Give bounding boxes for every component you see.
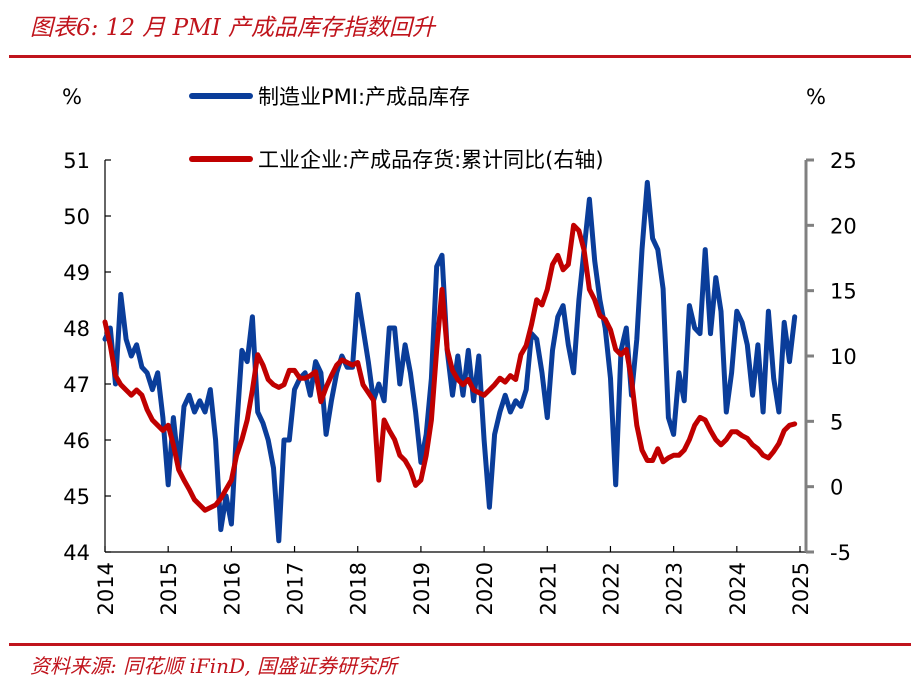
x-tick-label: 2023 (663, 562, 687, 615)
x-tick-label: 2025 (789, 562, 813, 615)
right-tick-label: 20 (830, 214, 857, 238)
source-divider (9, 643, 911, 646)
left-axis-ticks: 44 45 46 47 48 49 50 51 (63, 149, 111, 565)
left-tick-label: 44 (63, 541, 90, 565)
right-tick-label: 25 (830, 149, 857, 173)
x-tick-label: 2019 (410, 562, 434, 615)
right-tick-label: 15 (830, 280, 857, 304)
source-note: 资料来源: 同花顺 iFinD, 国盛证券研究所 (30, 654, 398, 678)
x-axis-ticks: 2014 2015 2016 2017 2018 2019 2020 2021 2022 2023… (94, 546, 813, 615)
series-line-inventory (102, 222, 798, 513)
right-tick-label: 5 (830, 410, 843, 434)
x-tick-label: 2021 (536, 562, 560, 615)
right-axis-unit: % (806, 85, 826, 109)
x-tick-label: 2018 (347, 562, 371, 615)
left-tick-label: 50 (63, 205, 90, 229)
x-tick-label: 2022 (599, 562, 623, 615)
x-tick-label: 2020 (473, 562, 497, 615)
left-tick-label: 46 (63, 429, 90, 453)
right-tick-label: -5 (830, 541, 851, 565)
x-tick-label: 2016 (220, 562, 244, 615)
figure-title: 图表6: 12 月 PMI 产成品库存指数回升 (30, 15, 436, 41)
right-tick-label: 10 (830, 345, 857, 369)
right-tick-label: 0 (830, 476, 843, 500)
left-tick-label: 48 (63, 317, 90, 341)
left-axis-unit: % (62, 85, 82, 109)
series-line-pmi (102, 179, 798, 544)
left-tick-label: 45 (63, 485, 90, 509)
x-tick-label: 2015 (157, 562, 181, 615)
x-tick-label: 2024 (726, 562, 750, 615)
left-tick-label: 51 (63, 149, 90, 173)
legend-label-inventory: 工业企业:产成品存货:累计同比(右轴) (258, 148, 604, 172)
x-tick-label: 2014 (94, 562, 118, 615)
left-tick-label: 47 (63, 373, 90, 397)
legend: 制造业PMI:产成品库存 工业企业:产成品存货:累计同比(右轴) (189, 85, 604, 172)
title-divider (9, 55, 911, 58)
right-axis-ticks: -5 0 5 10 15 20 25 (806, 149, 857, 565)
legend-label-pmi: 制造业PMI:产成品库存 (258, 85, 470, 109)
left-tick-label: 49 (63, 261, 90, 285)
x-tick-label: 2017 (284, 562, 308, 615)
